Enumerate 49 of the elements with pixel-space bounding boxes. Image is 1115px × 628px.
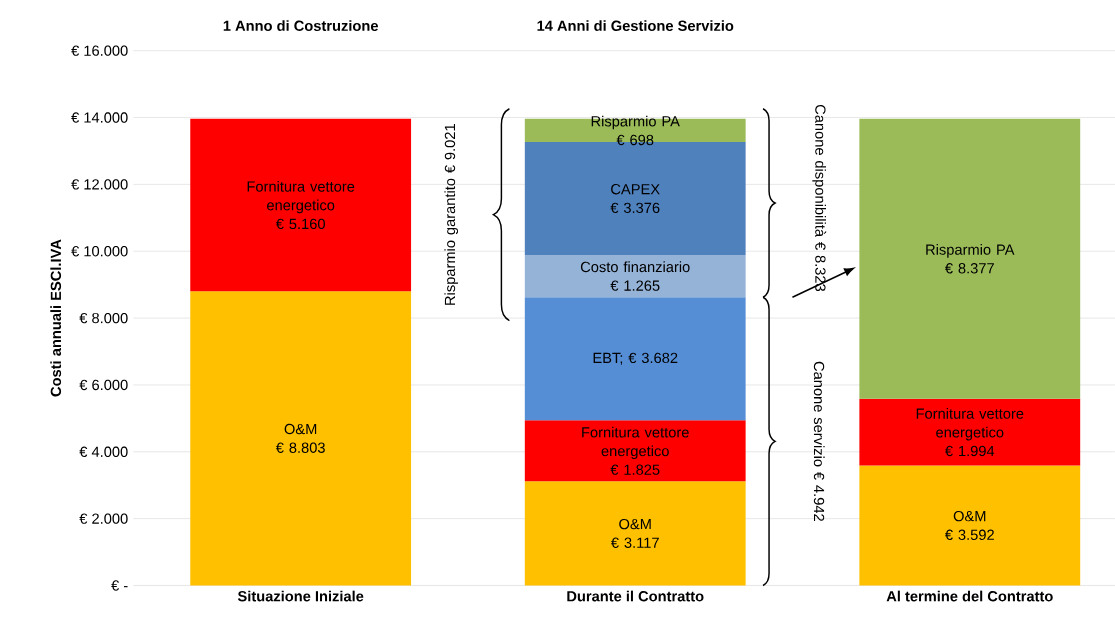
series-label: CAPEX [611, 183, 660, 195]
y-tick-label: € 6.000 [79, 379, 128, 391]
data-label: € 698 [616, 134, 654, 146]
y-tick-label: € 12.000 [71, 179, 128, 190]
data-label: € 3.682 [628, 352, 678, 364]
bar [524, 297, 746, 421]
data-label: € 8.803 [275, 442, 325, 453]
text: Fornitura vettore energetico [247, 180, 355, 214]
series-label: Costo finanziario [580, 261, 690, 273]
text: Fornitura vettore energetico [916, 407, 1024, 441]
y-axis-title: Costi annuali ESCl.IVA [50, 239, 62, 397]
text: O&M [284, 423, 317, 435]
data-label: € 1.825 [610, 464, 660, 475]
bar [859, 118, 1081, 399]
bar [190, 291, 412, 586]
annotation: Canone disponibilità € 8.323 [812, 104, 827, 291]
series-label: Fornitura vettore energetico [582, 426, 689, 459]
data-label: € 3.376 [610, 202, 660, 213]
data-label: € 1.994 [945, 445, 995, 457]
y-tick-label: € - [111, 580, 128, 591]
bar [524, 420, 746, 482]
bar [190, 118, 412, 292]
x-tick-label: Al termine del Contratto [886, 590, 1053, 602]
series-label: Risparmio PA [591, 115, 680, 130]
y-tick-label: € 2.000 [79, 513, 128, 524]
y-tick-label: € 16.000 [71, 45, 128, 56]
annotation: Canone servizio € 4.942 [813, 361, 825, 521]
y-tick-label: € 8.000 [79, 312, 128, 324]
bar [859, 465, 1081, 586]
x-tick-label: Situazione Iniziale [237, 590, 364, 602]
annotation: Risparmio garantito € 9.021 [444, 124, 459, 305]
data-label: € 1.265 [610, 280, 660, 291]
data-label: € 3.592 [945, 529, 994, 540]
bar [859, 398, 1081, 466]
data-label: € 5.160 [275, 218, 325, 229]
bar [524, 481, 746, 586]
bar [524, 254, 746, 298]
data-label: € 8.377 [945, 263, 994, 274]
data-label: € 3.117 [610, 537, 659, 548]
series-label: EBT; [593, 352, 623, 365]
text: O&M [953, 510, 986, 522]
x-tick-label: Durante il Contratto [567, 590, 704, 602]
text: 1 Anno di Costruzione [223, 20, 378, 31]
y-tick-label: € 10.000 [71, 245, 128, 257]
series-label: O&M [619, 518, 651, 530]
y-tick-label: € 4.000 [79, 446, 128, 457]
y-tick-label: € 14.000 [71, 112, 128, 123]
text: Risparmio PA [926, 243, 1015, 258]
text: 14 Anni di Gestione Servizio [537, 20, 734, 31]
